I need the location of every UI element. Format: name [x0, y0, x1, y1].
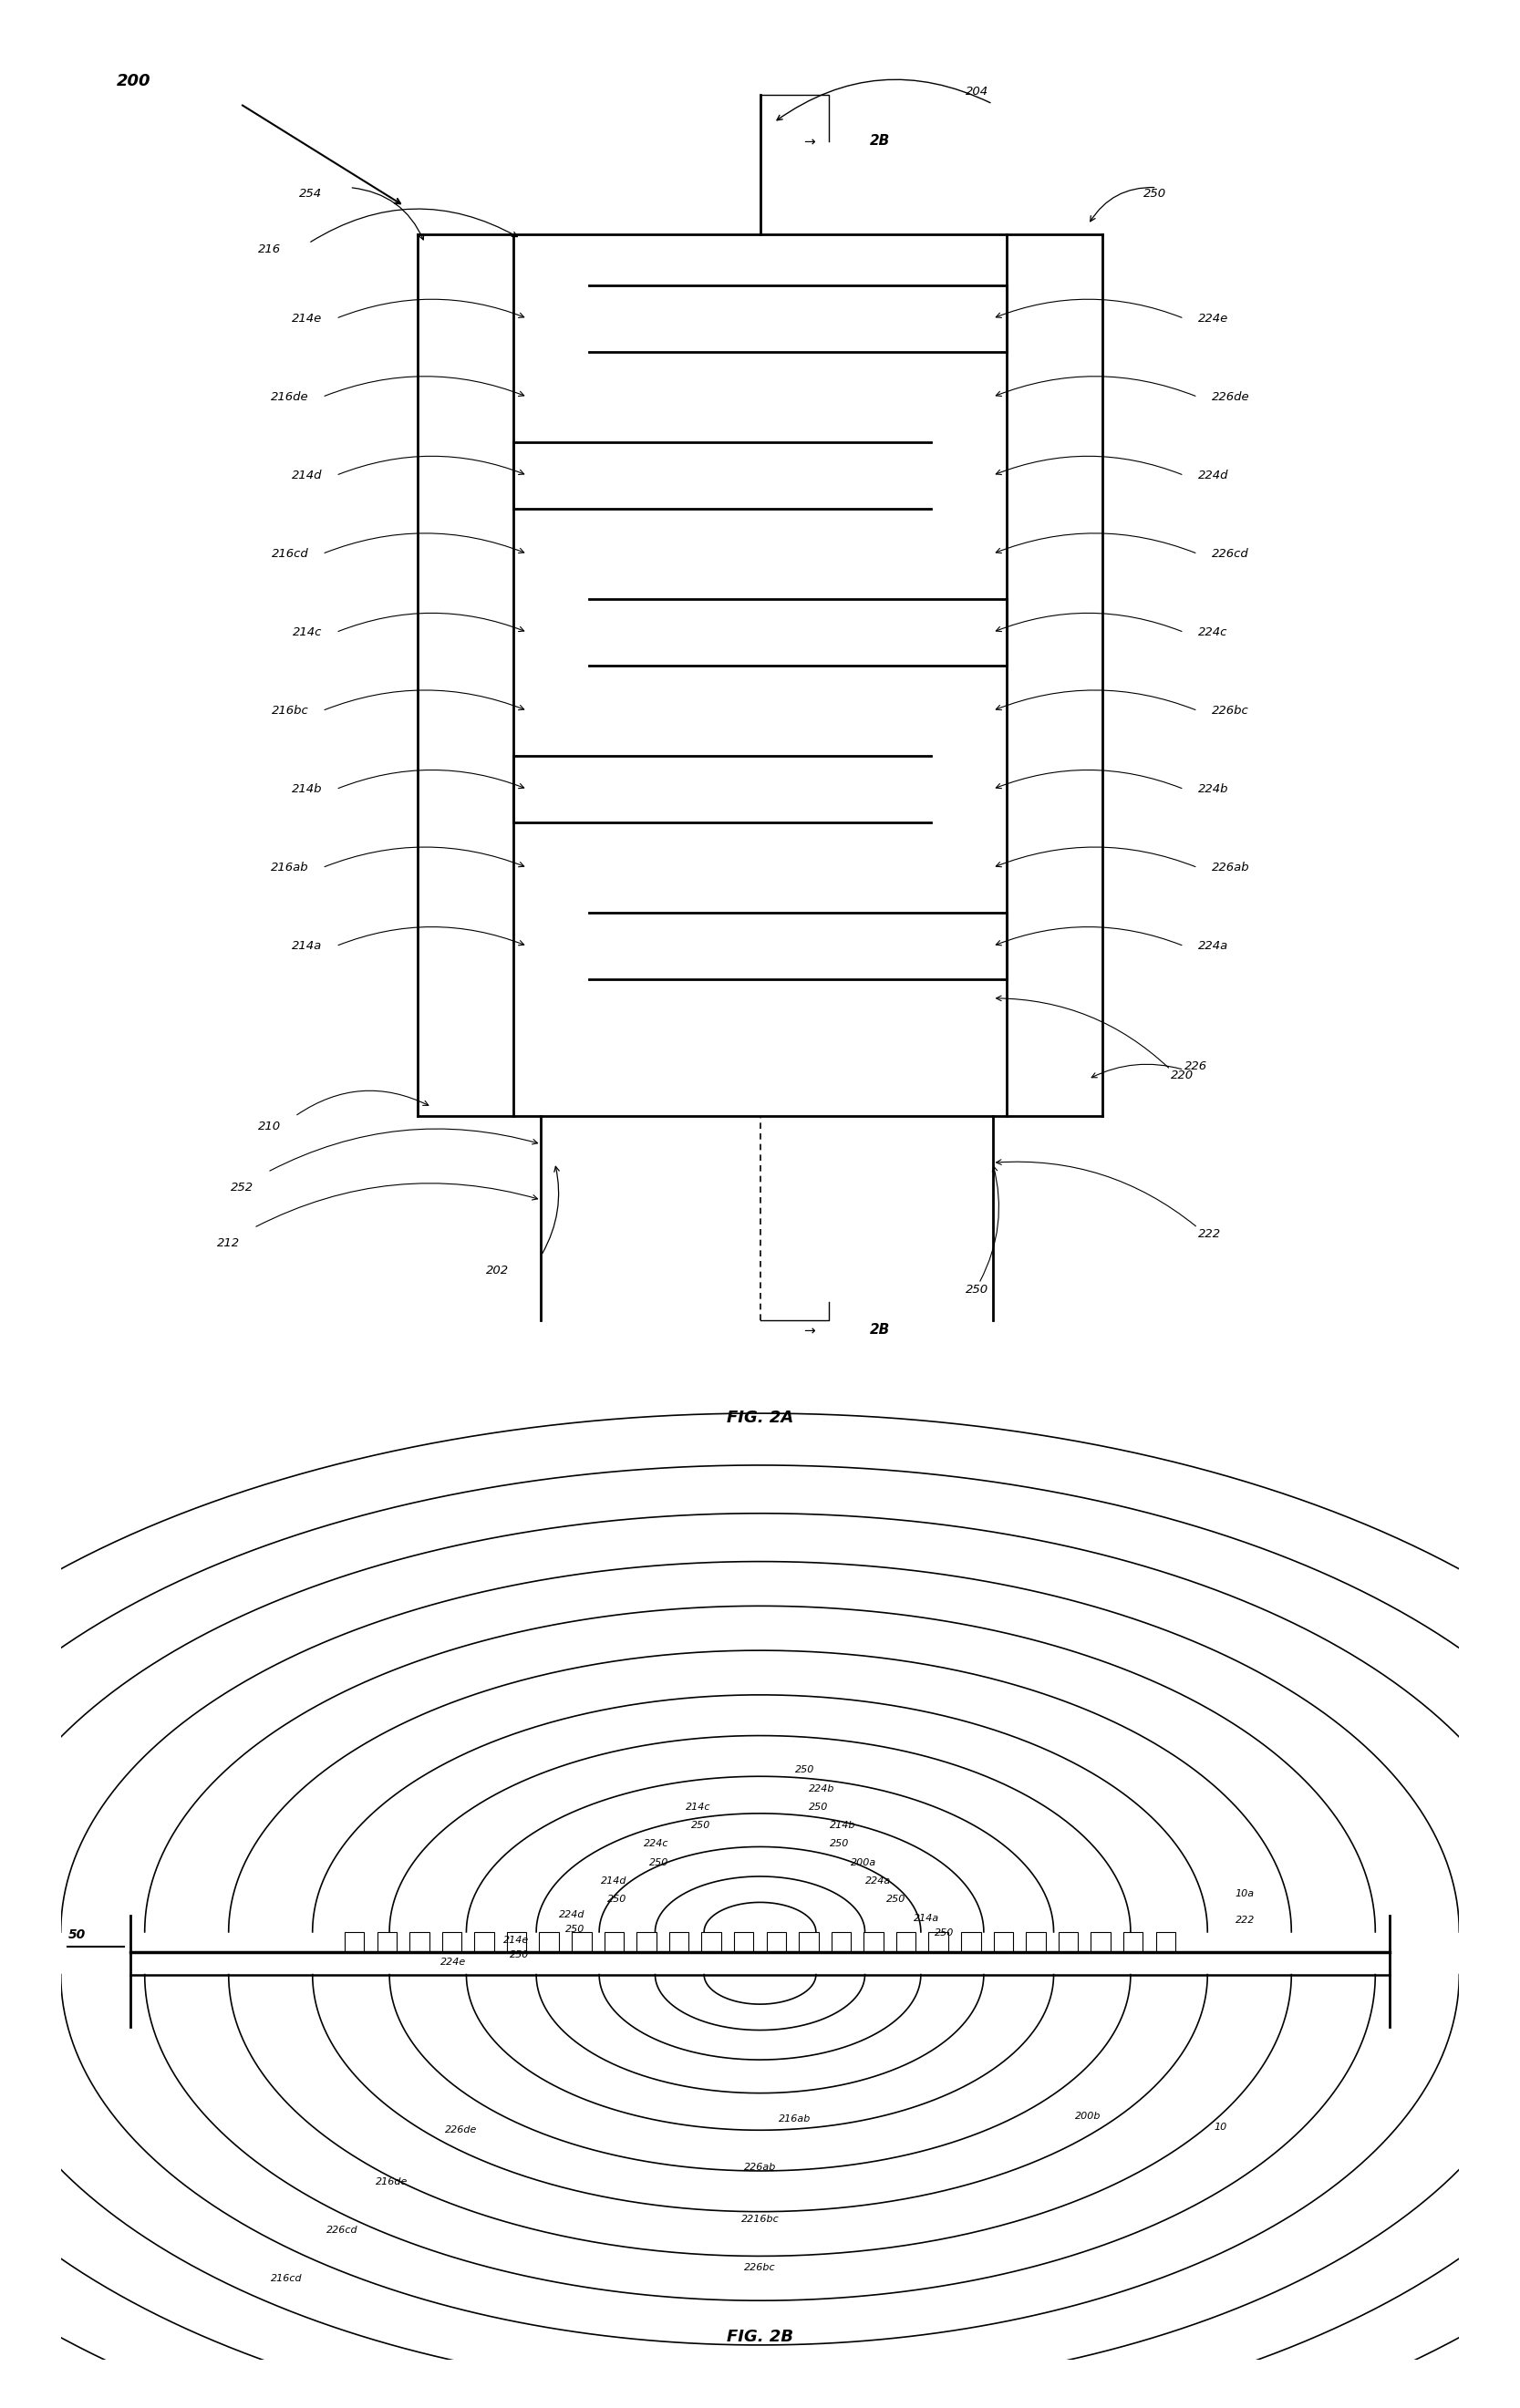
Text: 224d: 224d	[1198, 470, 1228, 482]
Text: 216ab: 216ab	[778, 2114, 812, 2124]
Text: 2B: 2B	[869, 1322, 889, 1336]
Text: 226ab: 226ab	[743, 2162, 777, 2172]
Text: 250: 250	[608, 1895, 628, 1905]
Text: 216: 216	[258, 243, 281, 255]
Text: 224e: 224e	[1198, 313, 1228, 325]
Text: 204: 204	[965, 84, 988, 96]
Text: 200b: 200b	[1075, 2112, 1100, 2121]
Bar	[863, 1931, 883, 1953]
Text: FIG. 2A: FIG. 2A	[727, 1411, 793, 1426]
Text: 216cd: 216cd	[271, 2273, 302, 2283]
Text: 250: 250	[830, 1840, 850, 1849]
Bar	[669, 1931, 689, 1953]
Text: 250: 250	[809, 1804, 828, 1811]
Bar	[702, 1931, 720, 1953]
Bar	[1026, 1931, 1046, 1953]
Text: 214c: 214c	[293, 626, 322, 638]
Text: 220: 220	[1170, 1069, 1193, 1081]
Bar	[1058, 1931, 1078, 1953]
Text: 224c: 224c	[644, 1840, 669, 1849]
Bar	[377, 1931, 397, 1953]
Text: 214e: 214e	[292, 313, 322, 325]
Text: 250: 250	[886, 1895, 906, 1905]
Text: 216bc: 216bc	[272, 706, 309, 718]
Text: $\rightarrow$: $\rightarrow$	[801, 135, 816, 147]
Text: 250: 250	[509, 1950, 529, 1960]
Text: 214d: 214d	[602, 1876, 628, 1885]
Bar	[442, 1931, 462, 1953]
Text: 250: 250	[935, 1929, 955, 1938]
Bar	[345, 1931, 365, 1953]
Bar	[800, 1931, 818, 1953]
Text: 224a: 224a	[865, 1876, 891, 1885]
Text: 224c: 224c	[1198, 626, 1227, 638]
Bar	[961, 1931, 980, 1953]
Bar	[734, 1931, 754, 1953]
Text: 226de: 226de	[1211, 390, 1249, 402]
Text: 216de: 216de	[375, 2177, 407, 2186]
Text: 214b: 214b	[292, 783, 322, 795]
Text: 214a: 214a	[914, 1914, 939, 1922]
Text: 214c: 214c	[686, 1804, 711, 1811]
Text: 212: 212	[217, 1238, 240, 1250]
Text: 224a: 224a	[1198, 939, 1228, 951]
Text: 250: 250	[649, 1859, 669, 1866]
Text: 2B: 2B	[869, 135, 889, 147]
Text: 214e: 214e	[503, 1936, 529, 1946]
Bar	[409, 1931, 429, 1953]
Text: 252: 252	[231, 1182, 254, 1192]
Text: 214a: 214a	[292, 939, 322, 951]
Text: 226: 226	[1184, 1060, 1207, 1072]
Text: 216ab: 216ab	[271, 862, 309, 874]
Text: 10a: 10a	[1236, 1890, 1254, 1898]
Text: 50: 50	[68, 1929, 85, 1941]
Text: 226cd: 226cd	[1211, 549, 1248, 559]
Bar	[637, 1931, 657, 1953]
Text: 250: 250	[965, 1283, 988, 1296]
Bar	[474, 1931, 494, 1953]
Text: 214b: 214b	[830, 1820, 856, 1830]
Bar	[1091, 1931, 1111, 1953]
Bar	[540, 1931, 559, 1953]
Text: 202: 202	[486, 1264, 509, 1276]
Text: 224b: 224b	[1198, 783, 1228, 795]
Bar	[831, 1931, 851, 1953]
Text: 222: 222	[1198, 1228, 1221, 1240]
Text: 210: 210	[258, 1122, 281, 1132]
Bar	[929, 1931, 948, 1953]
Text: 10: 10	[1214, 2124, 1228, 2131]
Text: 200a: 200a	[851, 1859, 877, 1866]
Text: FIG. 2B: FIG. 2B	[727, 2329, 793, 2345]
Bar	[506, 1931, 526, 1953]
Bar	[766, 1931, 786, 1953]
Text: 2216bc: 2216bc	[740, 2215, 780, 2223]
Text: 254: 254	[299, 188, 322, 200]
Text: 250: 250	[1143, 188, 1166, 200]
Bar	[994, 1931, 1014, 1953]
Text: $\rightarrow$: $\rightarrow$	[801, 1322, 816, 1336]
Text: 226bc: 226bc	[745, 2264, 775, 2271]
Text: 214d: 214d	[292, 470, 322, 482]
Bar	[605, 1931, 623, 1953]
Text: 216cd: 216cd	[272, 549, 309, 559]
Text: 226de: 226de	[445, 2126, 477, 2136]
Bar	[897, 1931, 915, 1953]
Bar	[1123, 1931, 1143, 1953]
Text: 250: 250	[565, 1924, 585, 1934]
Text: 250: 250	[795, 1765, 815, 1775]
Text: 216de: 216de	[271, 390, 309, 402]
Text: 224d: 224d	[559, 1910, 585, 1919]
Bar	[572, 1931, 591, 1953]
Text: 224b: 224b	[809, 1784, 834, 1794]
Text: 224e: 224e	[441, 1958, 467, 1967]
Text: 222: 222	[1236, 1914, 1256, 1924]
Text: 226ab: 226ab	[1211, 862, 1249, 874]
Bar	[1155, 1931, 1175, 1953]
Text: 200: 200	[117, 72, 150, 89]
Text: 226bc: 226bc	[1211, 706, 1248, 718]
Text: 250: 250	[692, 1820, 711, 1830]
Text: 226cd: 226cd	[327, 2225, 359, 2235]
